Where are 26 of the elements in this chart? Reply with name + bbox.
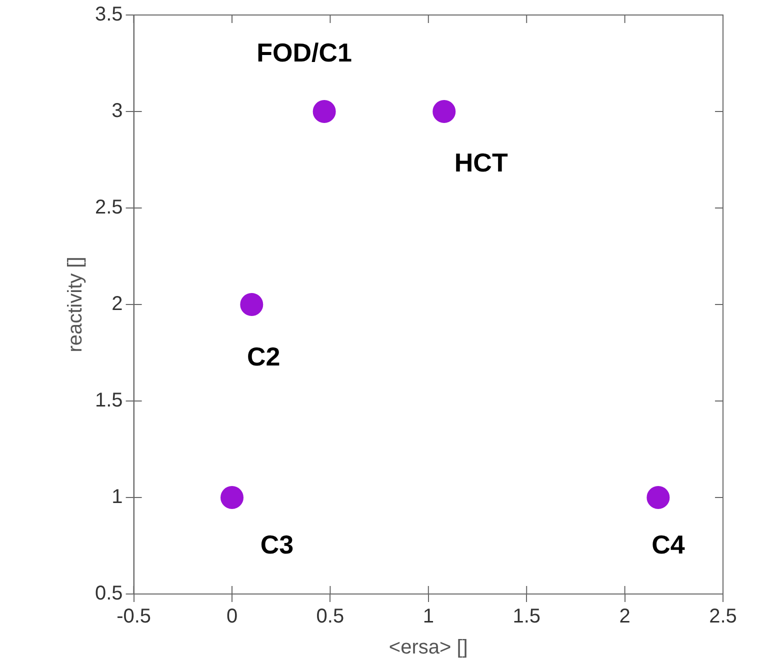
point (312, 100, 336, 123)
annotation: HCT (454, 148, 508, 178)
x-tick-label: 0.5 (316, 606, 344, 628)
x-tick-label: 2.5 (709, 606, 737, 628)
annotation: C2 (247, 342, 280, 372)
y-tick-label: 3 (112, 100, 123, 122)
y-tick-label: 1 (112, 486, 123, 508)
x-tick-label: 0 (226, 606, 238, 628)
annotation: FOD/C1 (256, 38, 352, 68)
y-axis-title: reactivity [] (64, 256, 87, 352)
annotation: C4 (652, 530, 686, 560)
x-axis-title: <ersa> [] (388, 636, 468, 659)
point (240, 293, 264, 316)
y-tick-label: 3.5 (94, 4, 123, 26)
y-tick-label: 2 (112, 293, 123, 316)
x-tick-label: 1.5 (512, 606, 541, 628)
y-tick-label: 2.5 (94, 196, 123, 219)
y-tick-label: 0.5 (94, 582, 123, 605)
point (432, 100, 456, 123)
x-tick-label: 1 (422, 606, 434, 628)
annotation: C3 (260, 530, 294, 560)
x-tick-label: 2 (619, 606, 630, 628)
y-tick-label: 1.5 (94, 390, 123, 412)
x-tick-label: -0.5 (116, 606, 152, 628)
point (220, 486, 244, 509)
point (646, 486, 670, 509)
